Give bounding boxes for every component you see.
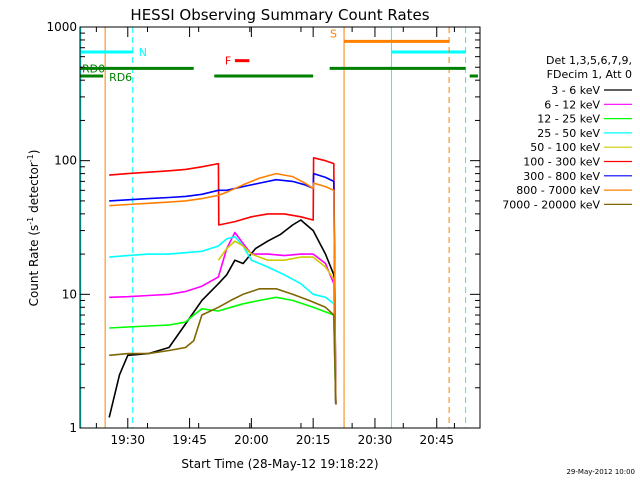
x-axis: 19:30 19:45 20:00 20:15 20:30 20:45 xyxy=(95,27,455,447)
y-tick-label: 1 xyxy=(69,421,77,435)
y-axis-label-mid: detector xyxy=(27,162,41,217)
night-label: N xyxy=(139,46,147,59)
series-line-1 xyxy=(108,219,337,418)
series-line-6 xyxy=(109,157,337,405)
y-tick-label: 100 xyxy=(54,154,77,168)
x-tick-label: 20:30 xyxy=(358,433,393,447)
series-line-9 xyxy=(109,288,337,405)
series-line-3 xyxy=(109,296,337,405)
legend-label-6: 100 - 300 keV xyxy=(523,156,600,169)
legend-label-1: 3 - 6 keV xyxy=(551,84,600,97)
chart-title: HESSI Observing Summary Count Rates xyxy=(130,6,429,24)
series-line-7 xyxy=(109,172,337,405)
series-line-5 xyxy=(217,240,337,405)
series-line-4 xyxy=(109,235,337,405)
legend-header-2: FDecim 1, Att 0 xyxy=(547,68,632,81)
legend-label-2: 6 - 12 keV xyxy=(544,98,600,111)
legend-label-7: 300 - 800 keV xyxy=(523,170,600,183)
series-layer xyxy=(108,157,337,418)
y-tick-label: 10 xyxy=(62,287,77,301)
x-tick-label: 20:45 xyxy=(419,433,454,447)
legend-label-5: 50 - 100 keV xyxy=(530,141,600,154)
legend-label-9: 7000 - 20000 keV xyxy=(502,198,600,211)
x-tick-label: 20:15 xyxy=(296,433,331,447)
annotation-bars xyxy=(80,27,478,428)
y-tick-label: 1000 xyxy=(46,20,77,34)
y-axis: 1 10 100 1000 xyxy=(46,20,480,435)
y-axis-label-main: Count Rate (s xyxy=(27,225,41,307)
saa-label: S xyxy=(330,27,337,40)
rd0-label: RD0 xyxy=(82,62,105,75)
rd6-label: RD6 xyxy=(109,71,132,84)
series-line-8 xyxy=(109,172,337,405)
flare-label: F xyxy=(225,55,231,68)
x-tick-label: 20:00 xyxy=(234,433,269,447)
legend: Det 1,3,5,6,7,9, FDecim 1, Att 0 3 - 6 k… xyxy=(502,54,632,211)
x-tick-label: 19:30 xyxy=(110,433,145,447)
x-tick-label: 19:45 xyxy=(172,433,207,447)
y-axis-label-sup1: -1 xyxy=(26,217,35,225)
footer-date: 29-May-2012 10:00 xyxy=(566,468,635,476)
y-axis-label-end: ) xyxy=(27,150,41,155)
legend-label-8: 800 - 7000 keV xyxy=(516,184,600,197)
y-axis-label-sup2: -1 xyxy=(26,154,35,162)
y-axis-label: Count Rate (s-1 detector-1) xyxy=(26,150,41,307)
series-line-2 xyxy=(109,231,337,405)
x-axis-label: Start Time (28-May-12 19:18:22) xyxy=(181,457,378,471)
legend-header-1: Det 1,3,5,6,7,9, xyxy=(546,54,632,67)
plot-frame xyxy=(79,26,481,429)
legend-label-3: 12 - 25 keV xyxy=(537,113,600,126)
legend-label-4: 25 - 50 keV xyxy=(537,127,600,140)
